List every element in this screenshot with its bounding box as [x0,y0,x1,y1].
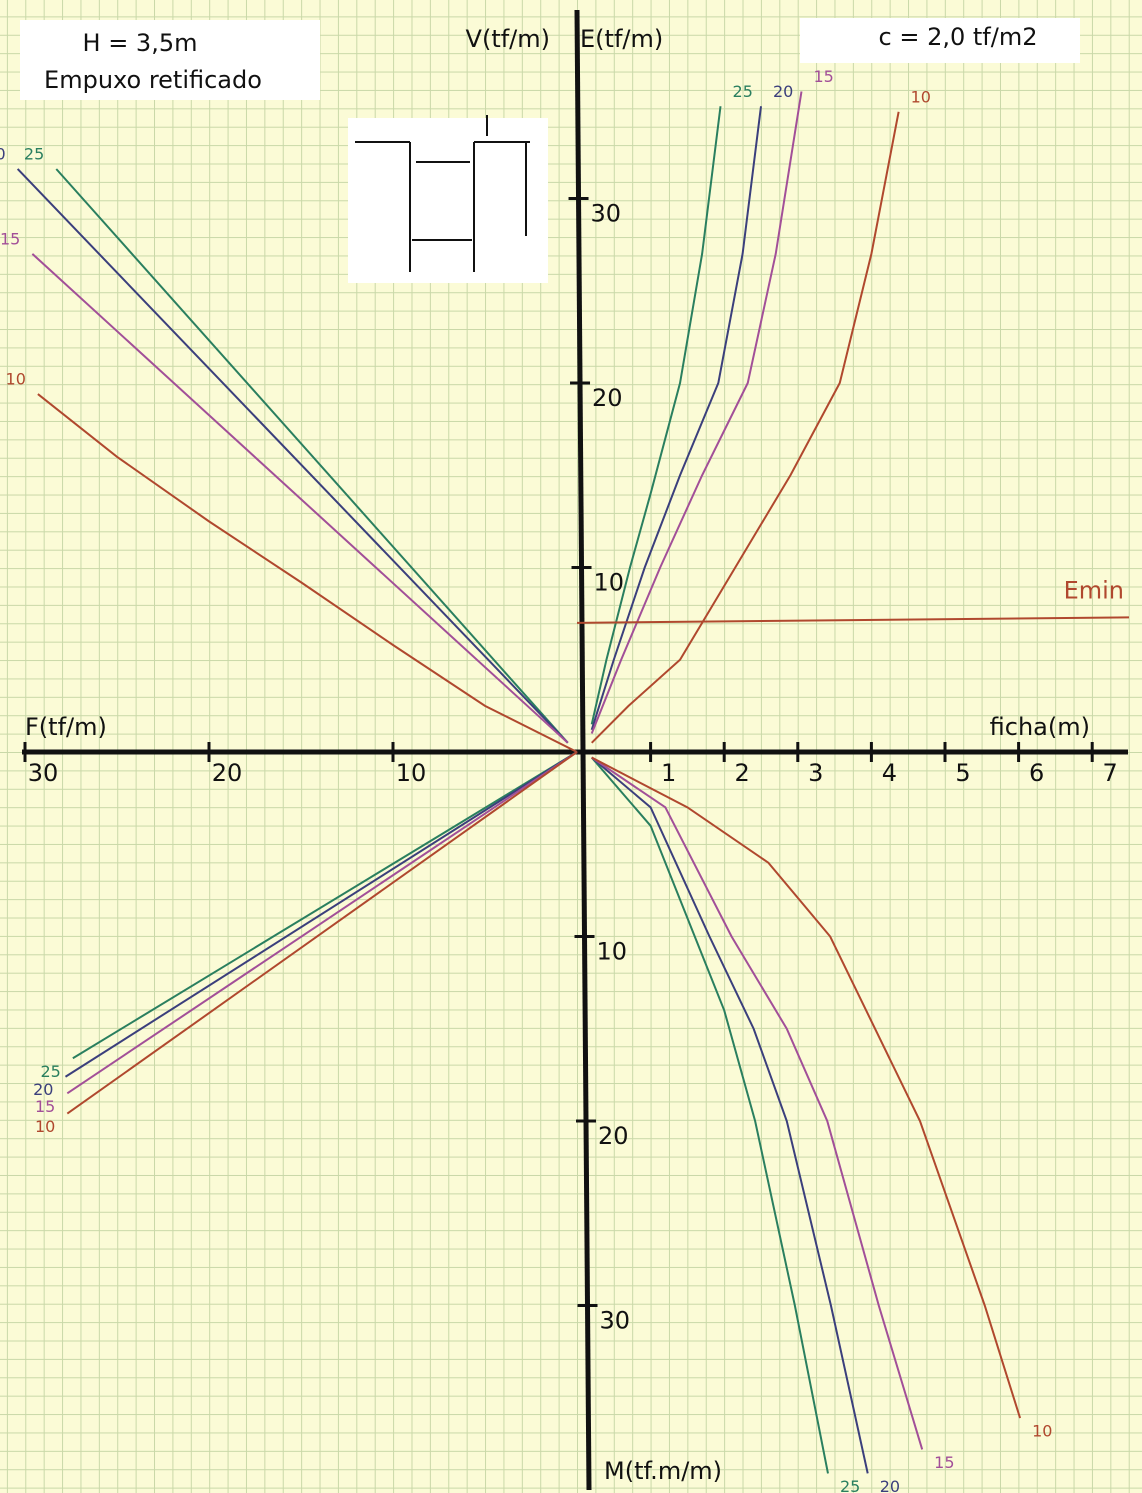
series-label: 15 [35,1097,55,1116]
x-tick-label: 30 [28,759,59,787]
series-label: 20 [773,82,793,101]
series-line [591,111,900,744]
series-line [590,91,803,734]
x-tick-label: 3 [808,759,823,787]
series-line [590,106,722,725]
series-label: 15 [813,67,833,86]
series-label: 25 [733,82,753,101]
series-line [591,756,924,1450]
series-label: 15 [934,1453,954,1472]
series-label: 10 [911,87,931,106]
y-tick-label: 20 [592,384,623,412]
series-label: 20 [880,1477,900,1493]
y-axis-label: M(tf.m/m) [604,1457,722,1485]
x-tick-label: 10 [396,759,427,787]
series-line [590,756,829,1474]
x-axis-label: F(tf/m) [25,713,107,741]
y-tick-label: 20 [598,1122,629,1150]
x-tick-label: 7 [1103,759,1118,787]
annotation: Empuxo retificado [44,66,262,94]
series-label: 15 [0,229,20,248]
series-line [590,106,762,731]
series-label: 20 [0,144,6,163]
y-axis-label: V(tf/m) [466,25,550,53]
series-line [16,168,569,744]
series-line [66,751,578,1115]
series-label: 25 [840,1477,860,1493]
x-tick-label: 2 [735,759,750,787]
x-tick-label: 6 [1029,759,1044,787]
series-line [55,168,569,744]
emin-label: Emin [1064,576,1124,604]
x-axis-label: ficha(m) [990,713,1090,741]
x-tick-label: 5 [955,759,970,787]
x-tick-label: 20 [212,759,243,787]
series-label: 25 [24,144,44,163]
series-label: 10 [1032,1422,1052,1441]
series-label: 25 [40,1062,60,1081]
series-line [64,751,578,1078]
axis-vertical [574,9,592,1491]
param-box [800,18,1080,63]
series-line [31,253,569,744]
series-line [72,751,578,1060]
annotation: H = 3,5m [83,29,198,57]
x-tick-label: 4 [882,759,897,787]
y-tick-label: 30 [591,200,622,228]
series-label: 20 [33,1080,53,1099]
inset-diagram [348,115,548,283]
annotation: c = 2,0 tf/m2 [879,23,1038,51]
series-line [591,756,869,1474]
series-line [591,756,1022,1419]
series-label: 10 [6,370,26,389]
y-tick-label: 30 [600,1307,631,1335]
series-label: 10 [35,1117,55,1136]
y-axis-label: E(tf/m) [580,25,663,53]
series-line [576,616,1130,624]
x-tick-label: 1 [661,759,676,787]
y-tick-label: 10 [594,569,625,597]
series-line [37,393,578,753]
y-tick-label: 10 [597,938,628,966]
title-box [20,20,320,100]
series-line [66,751,578,1095]
